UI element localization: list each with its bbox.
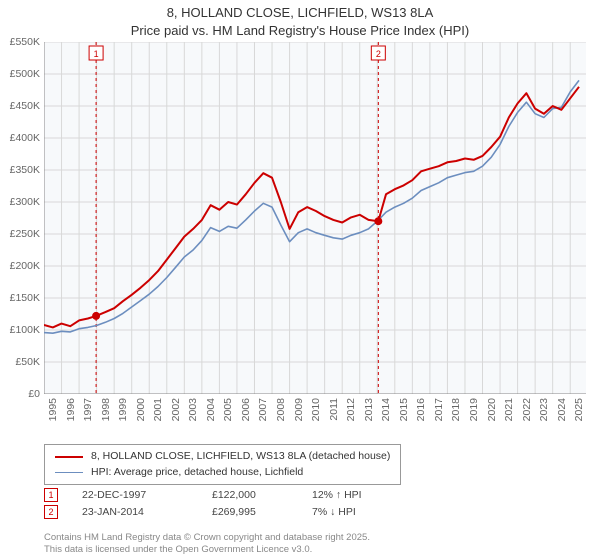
x-tick-label: 2005 [222, 398, 234, 421]
legend: 8, HOLLAND CLOSE, LICHFIELD, WS13 8LA (d… [44, 444, 401, 485]
legend-item: 8, HOLLAND CLOSE, LICHFIELD, WS13 8LA (d… [55, 449, 390, 465]
x-tick-label: 1998 [100, 398, 112, 421]
y-tick-label: £350K [0, 164, 40, 176]
x-tick-label: 2018 [450, 398, 462, 421]
x-tick-label: 2007 [257, 398, 269, 421]
legend-item: HPI: Average price, detached house, Lich… [55, 465, 390, 481]
legend-label: HPI: Average price, detached house, Lich… [91, 465, 303, 481]
sale-marker: 2 [44, 505, 58, 519]
legend-label: 8, HOLLAND CLOSE, LICHFIELD, WS13 8LA (d… [91, 449, 390, 465]
y-tick-label: £250K [0, 228, 40, 240]
x-tick-label: 2006 [240, 398, 252, 421]
x-tick-label: 2014 [380, 398, 392, 421]
y-tick-label: £150K [0, 292, 40, 304]
svg-text:2: 2 [376, 49, 381, 59]
y-tick-label: £200K [0, 260, 40, 272]
sale-price: £122,000 [212, 489, 312, 501]
sale-price: £269,995 [212, 506, 312, 518]
x-tick-label: 2017 [433, 398, 445, 421]
footer-line1: Contains HM Land Registry data © Crown c… [44, 532, 370, 544]
chart-svg: 12 [44, 42, 586, 394]
sale-marker: 1 [44, 488, 58, 502]
x-tick-label: 2011 [328, 398, 340, 421]
x-tick-label: 2019 [468, 398, 480, 421]
legend-swatch [55, 472, 83, 473]
y-tick-label: £100K [0, 324, 40, 336]
y-tick-label: £300K [0, 196, 40, 208]
x-tick-label: 2024 [556, 398, 568, 421]
plot-area: 12 [44, 42, 586, 394]
y-tick-label: £400K [0, 132, 40, 144]
x-tick-label: 1999 [117, 398, 129, 421]
y-tick-label: £500K [0, 68, 40, 80]
x-tick-label: 2000 [135, 398, 147, 421]
x-tick-label: 2002 [170, 398, 182, 421]
y-tick-label: £0 [0, 388, 40, 400]
sale-date: 23-JAN-2014 [82, 506, 212, 518]
y-tick-label: £550K [0, 36, 40, 48]
title-line1: 8, HOLLAND CLOSE, LICHFIELD, WS13 8LA [0, 4, 600, 22]
x-tick-label: 1996 [65, 398, 77, 421]
svg-text:1: 1 [94, 49, 99, 59]
x-tick-label: 2008 [275, 398, 287, 421]
x-tick-label: 2021 [503, 398, 515, 421]
x-axis: 1995 1996 1997 1998 1999 2000 2001 2002 2003 2004… [44, 394, 586, 438]
y-axis: £0£50K£100K£150K£200K£250K£300K£350K£400… [0, 42, 42, 394]
x-tick-label: 2023 [538, 398, 550, 421]
x-tick-label: 1995 [47, 398, 59, 421]
legend-swatch [55, 456, 83, 458]
x-tick-label: 2009 [293, 398, 305, 421]
y-tick-label: £50K [0, 356, 40, 368]
x-tick-label: 2020 [486, 398, 498, 421]
sale-hpi: 7% ↓ HPI [312, 506, 432, 518]
x-tick-label: 2004 [205, 398, 217, 421]
sale-hpi: 12% ↑ HPI [312, 489, 432, 501]
chart-title: 8, HOLLAND CLOSE, LICHFIELD, WS13 8LA Pr… [0, 0, 600, 39]
x-tick-label: 2025 [573, 398, 585, 421]
sales-table: 1 22-DEC-1997£122,00012% ↑ HPI 2 23-JAN-201… [44, 486, 432, 520]
x-tick-label: 2016 [415, 398, 427, 421]
x-tick-label: 2010 [310, 398, 322, 421]
x-tick-label: 2001 [152, 398, 164, 421]
sale-date: 22-DEC-1997 [82, 489, 212, 501]
x-tick-label: 1997 [82, 398, 94, 421]
x-tick-label: 2013 [363, 398, 375, 421]
y-tick-label: £450K [0, 100, 40, 112]
footer: Contains HM Land Registry data © Crown c… [44, 532, 370, 556]
sale-row: 1 22-DEC-1997£122,00012% ↑ HPI [44, 486, 432, 503]
title-line2: Price paid vs. HM Land Registry's House … [0, 22, 600, 40]
x-tick-label: 2022 [521, 398, 533, 421]
sale-row: 2 23-JAN-2014£269,9957% ↓ HPI [44, 503, 432, 520]
x-tick-label: 2015 [398, 398, 410, 421]
x-tick-label: 2003 [187, 398, 199, 421]
x-tick-label: 2012 [345, 398, 357, 421]
footer-line2: This data is licensed under the Open Gov… [44, 544, 370, 556]
